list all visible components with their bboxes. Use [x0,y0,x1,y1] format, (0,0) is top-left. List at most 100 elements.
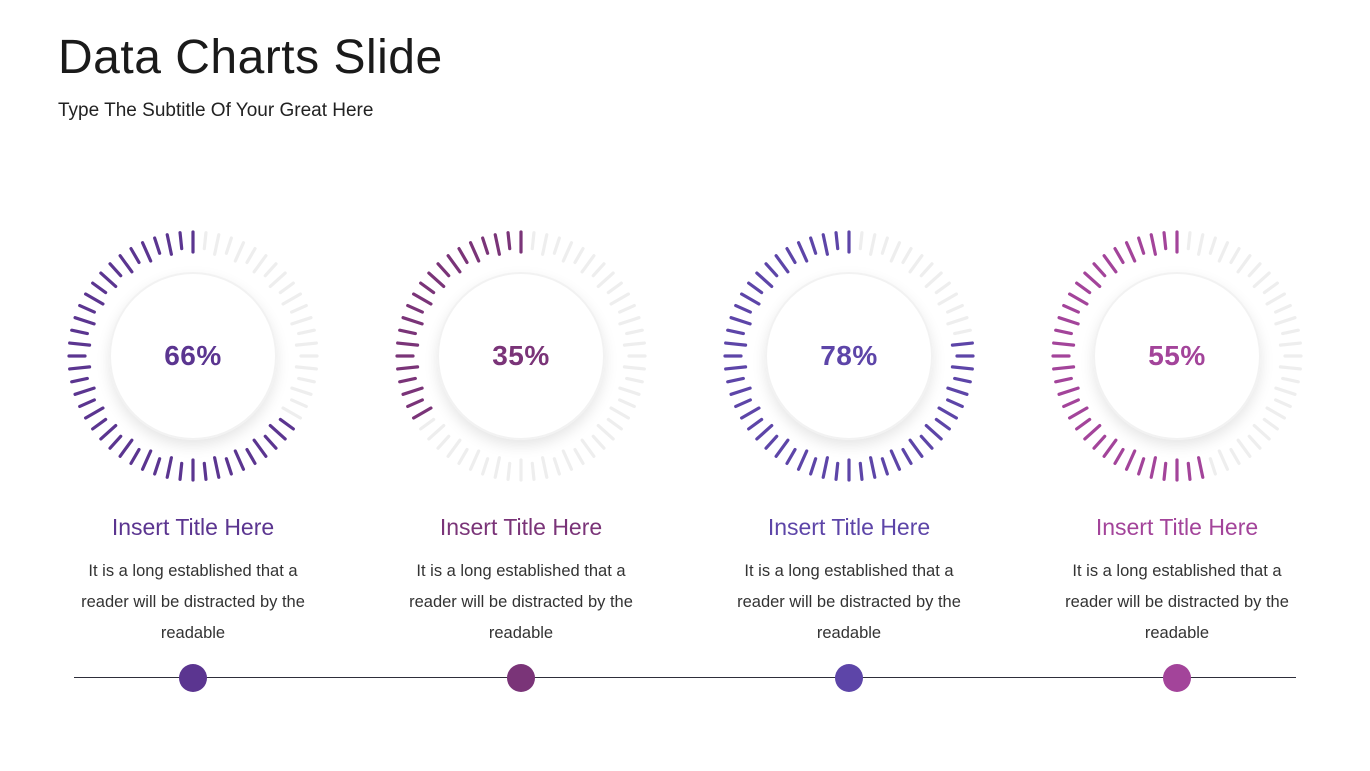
gauge-tick-inactive [937,292,958,306]
gauge-tick-active [263,434,278,450]
gauge-tick-active [950,365,974,371]
gauge-tick-active [506,231,512,251]
gauge-tick-active [68,341,92,347]
gauge-tick-active [401,316,424,326]
gauge-tick-inactive [530,231,536,251]
gauge-tick-inactive [953,328,972,336]
gauge-tick-active [729,386,752,396]
gauge-tick-inactive [573,247,585,265]
gauge-tick-inactive [1208,457,1217,476]
gauge-tick-active [809,236,818,255]
gauge-tick-inactive [1229,247,1241,265]
gauge-tick-active [946,398,964,409]
gauge-tick-active [734,303,752,314]
gauge-tick-inactive [506,461,512,481]
gauge-tick-inactive [281,406,302,420]
card-title: Insert Title Here [767,514,931,540]
slide-subtitle: Type The Subtitle Of Your Great Here [58,100,374,121]
gauge-tick-active [129,447,141,465]
gauge-tick-active [785,447,797,465]
gauge-tick-inactive [552,236,561,255]
gauge-tick-active [278,417,295,431]
gauge-ticks [723,230,975,482]
gauge-tick-inactive [1208,236,1217,255]
gauge-tick-active [406,398,424,409]
gauge-tick-inactive [294,341,318,347]
gauge-tick-inactive [625,328,644,336]
gauge-tick-inactive [427,423,446,441]
gauge-tick-inactive [1229,447,1241,465]
gauge-tick-inactive [224,236,233,255]
gauge-tick-active [78,398,96,409]
gauge-tick-inactive [908,254,924,274]
gauge-tick-active [937,406,958,420]
timeline-dot [835,664,863,692]
gauge-tick-inactive [573,447,585,465]
gauge-tick-active [821,233,829,256]
gauge-tick-inactive [618,316,641,326]
gauge-tick-active [1057,316,1080,326]
gauge-tick-active [1137,236,1146,255]
gauge-tick-active [84,292,105,306]
gauge-tick-inactive [1281,376,1300,384]
gauge-tick-active [919,434,934,450]
gauge-center: 78% [765,272,933,440]
gauge-tick-inactive [596,423,615,441]
gauge-tick-active [224,457,233,476]
gauge-tick-inactive [1236,254,1252,274]
gauge-tick-active [724,341,748,347]
gauge-tick-inactive [606,417,623,431]
gauge-tick-inactive [481,457,490,476]
gauge-tick-inactive [233,241,246,263]
card-description: It is a long established that a reader w… [409,562,633,642]
gauge-tick-inactive [541,233,549,256]
gauge-tick-inactive [606,281,623,295]
gauge-tick-active [140,449,153,471]
gauge-tick-inactive [1281,328,1300,336]
gauge-tick-active [785,247,797,265]
gauge-tick-active [834,231,840,251]
gauge-center: 35% [437,272,605,440]
gauge-tick-inactive [297,328,316,336]
gauge-tick-inactive [880,236,889,255]
gauge-tick-active [401,386,424,396]
gauge-tick-active [406,303,424,314]
gauge-tick-active [953,376,972,384]
gauge-tick-active [481,236,490,255]
gauge-tick-active [398,328,417,336]
timeline-dot [179,664,207,692]
gauge-tick-active [118,254,134,274]
gauge-tick-active [1054,328,1073,336]
gauge-tick-inactive [419,417,436,431]
gauge-tick-active [1197,456,1205,479]
gauge-tick-active [726,328,745,336]
gauge-tick-inactive [493,456,501,479]
gauge-tick-active [1075,417,1092,431]
gauge-tick-inactive [622,341,646,347]
gauge-tick-active [1102,254,1118,274]
gauge-tick-inactive [580,254,596,274]
gauge-tick-inactive [934,281,951,295]
gauge-tick-inactive [889,241,902,263]
gauge-tick-active [1137,457,1146,476]
gauge-tick-active [68,365,92,371]
gauge-tick-inactive [869,233,877,256]
gauge-tick-inactive [609,406,630,420]
gauge-tick-active [493,233,501,256]
gauge-tick-active [1092,434,1107,450]
gauge-tick-inactive [1274,386,1297,396]
gauge-tick-active [747,281,764,295]
gauge-tick-inactive [1252,271,1271,289]
gauge-tick-active [1149,456,1157,479]
gauge-tick-active [740,406,761,420]
gauge-percentage: 66% [164,340,222,371]
gauge-tick-inactive [541,456,549,479]
gauge-tick-inactive [1236,438,1252,458]
gauge-ticks [1051,230,1303,482]
gauge-tick-active [73,316,96,326]
gauge-tick-active [1149,233,1157,256]
gauge-percentage: 35% [492,340,550,371]
gauge-tick-inactive [580,438,596,458]
gauge-tick-active [99,423,118,441]
gauge-tick-inactive [202,231,208,251]
